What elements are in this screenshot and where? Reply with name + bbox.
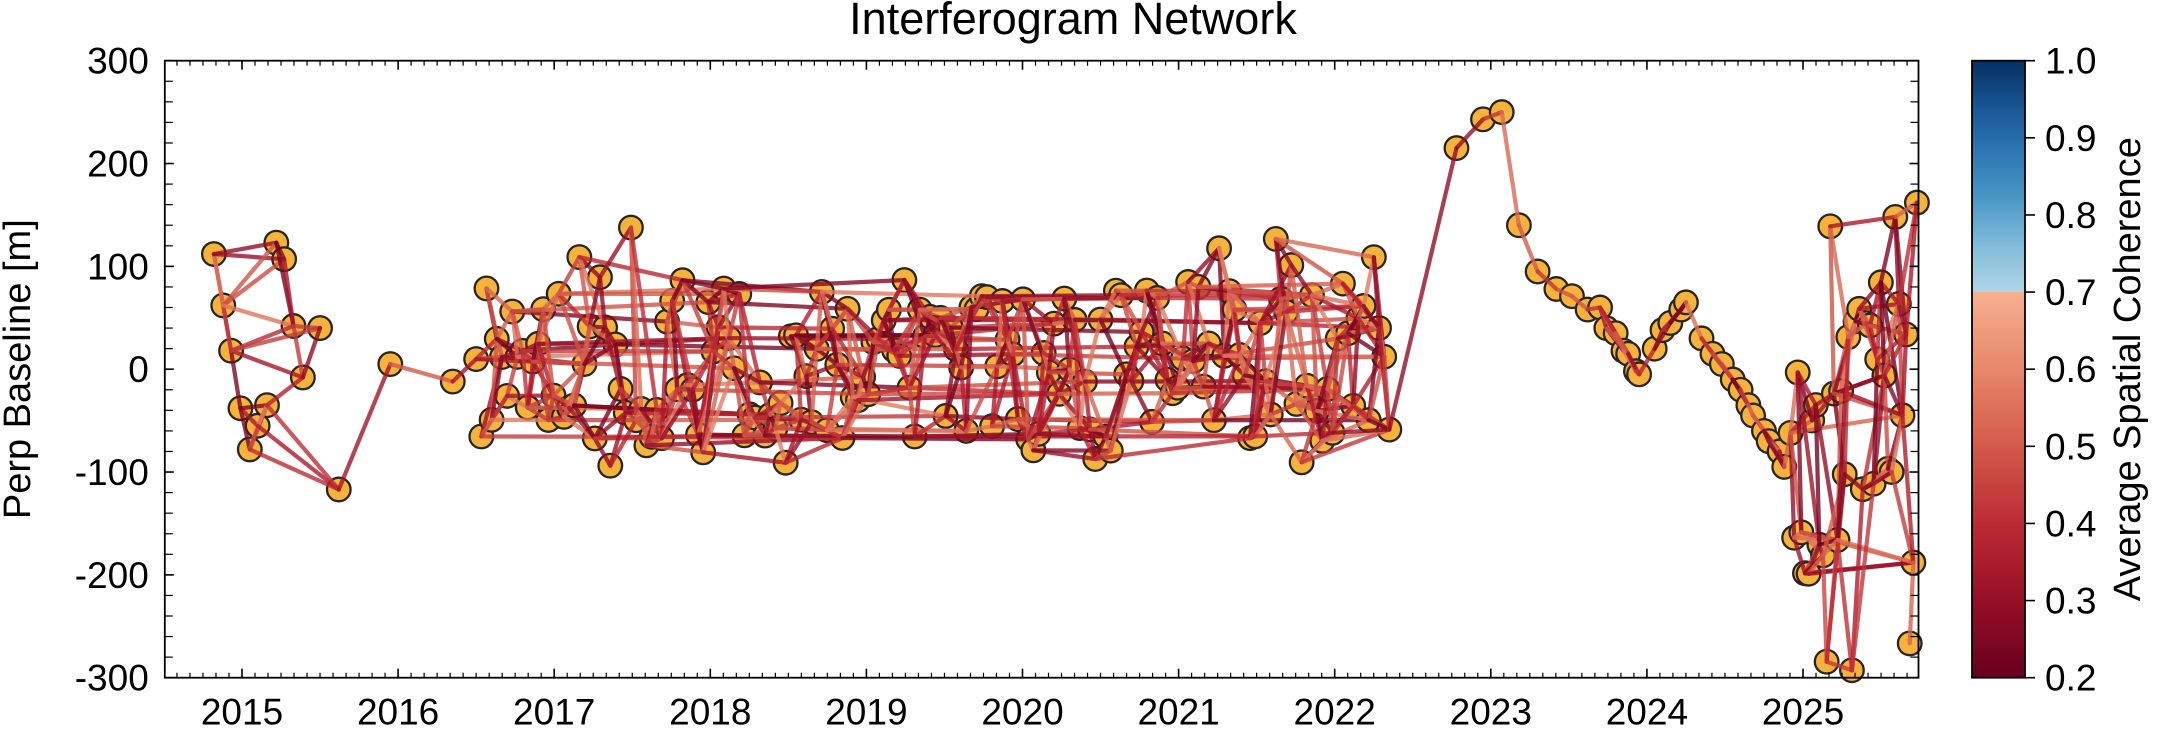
- svg-text:0.9: 0.9: [2045, 118, 2096, 159]
- svg-text:0.3: 0.3: [2045, 581, 2096, 622]
- svg-text:0.5: 0.5: [2045, 426, 2096, 467]
- svg-text:-300: -300: [75, 658, 149, 699]
- svg-text:0.7: 0.7: [2045, 272, 2096, 313]
- svg-text:100: 100: [87, 246, 149, 287]
- svg-text:0.2: 0.2: [2045, 658, 2096, 699]
- svg-text:2019: 2019: [825, 692, 907, 733]
- svg-text:0: 0: [128, 349, 149, 390]
- svg-text:2018: 2018: [669, 692, 751, 733]
- svg-text:300: 300: [87, 41, 149, 82]
- svg-text:-200: -200: [75, 555, 149, 596]
- svg-text:200: 200: [87, 144, 149, 185]
- svg-text:Average Spatial Coherence: Average Spatial Coherence: [2107, 137, 2149, 601]
- svg-text:2021: 2021: [1137, 692, 1219, 733]
- svg-text:2025: 2025: [1762, 692, 1844, 733]
- svg-text:2015: 2015: [201, 692, 283, 733]
- svg-text:-100: -100: [75, 452, 149, 493]
- svg-text:Perp Baseline [m]: Perp Baseline [m]: [0, 219, 39, 519]
- svg-text:0.6: 0.6: [2045, 349, 2096, 390]
- svg-text:1.0: 1.0: [2045, 41, 2096, 82]
- svg-text:2017: 2017: [513, 692, 595, 733]
- svg-text:Interferogram Network: Interferogram Network: [849, 0, 1297, 44]
- svg-text:0.4: 0.4: [2045, 503, 2096, 544]
- svg-text:2023: 2023: [1450, 692, 1532, 733]
- svg-text:0.8: 0.8: [2045, 195, 2096, 236]
- svg-text:2024: 2024: [1606, 692, 1688, 733]
- svg-text:2022: 2022: [1294, 692, 1376, 733]
- svg-text:2016: 2016: [357, 692, 439, 733]
- svg-text:2020: 2020: [981, 692, 1063, 733]
